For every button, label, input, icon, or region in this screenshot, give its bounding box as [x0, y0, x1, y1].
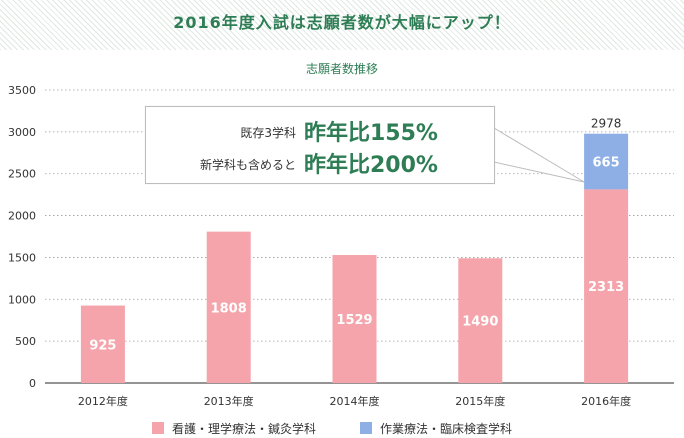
legend-swatch-series1 [152, 422, 164, 434]
bar-1-3 [332, 255, 377, 383]
legend-swatch-series2 [360, 422, 372, 434]
bar-1-1 [80, 305, 125, 383]
callout-box: 既存3学科 昨年比155% 新学科も含めると 昨年比200% [145, 106, 495, 184]
bar-1-4 [458, 258, 503, 383]
y-tick-label: 2000 [8, 210, 36, 223]
bar-value-label: 2313 [588, 280, 624, 295]
callout-value-total: 昨年比200% [304, 153, 438, 178]
x-tick-label: 2013年度 [204, 394, 254, 408]
x-tick-label: 2012年度 [78, 394, 128, 408]
bar-value-label: 1808 [211, 301, 247, 316]
callout-row-total: 新学科も含めると 昨年比200% [146, 147, 496, 178]
callout-value-existing: 昨年比155% [304, 121, 438, 146]
bar-1-5 [584, 189, 629, 383]
callout-row-existing: 既存3学科 昨年比155% [146, 115, 496, 146]
chart-legend: 看護・理学療法・鍼灸学科 作業療法・臨床検査学科 [0, 420, 684, 438]
y-tick-label: 1500 [8, 251, 36, 264]
y-tick-label: 500 [15, 335, 36, 348]
bar-value-label: 1529 [336, 313, 372, 328]
legend-label-series1: 看護・理学療法・鍼灸学科 [172, 422, 317, 436]
bar-value-label: 1490 [462, 315, 498, 330]
bar-1-2 [206, 231, 251, 383]
y-tick-label: 2500 [8, 168, 36, 181]
x-tick-label: 2016年度 [581, 394, 631, 408]
bar-2-5 [584, 133, 629, 190]
y-tick-label: 1000 [8, 293, 36, 306]
chart-title: 志願者数推移 [305, 62, 378, 76]
x-tick-label: 2014年度 [330, 394, 380, 408]
callout-label-existing: 既存3学科 [240, 126, 296, 140]
y-tick-label: 3500 [8, 84, 36, 97]
legend-label-series2: 作業療法・臨床検査学科 [380, 422, 513, 436]
banner-title: 2016年度入試は志願者数が大幅にアップ！ [173, 13, 511, 32]
bar-value-label: 925 [89, 338, 116, 353]
header-banner: 2016年度入試は志願者数が大幅にアップ！ [0, 0, 684, 50]
x-tick-label: 2015年度 [455, 394, 505, 408]
callout-pointer [493, 127, 585, 183]
y-tick-label: 0 [29, 377, 36, 390]
bar-value-label: 665 [593, 156, 620, 171]
callout-label-total: 新学科も含めると [199, 158, 296, 172]
y-tick-label: 3000 [8, 126, 36, 139]
bar-total-label: 2978 [591, 117, 622, 131]
